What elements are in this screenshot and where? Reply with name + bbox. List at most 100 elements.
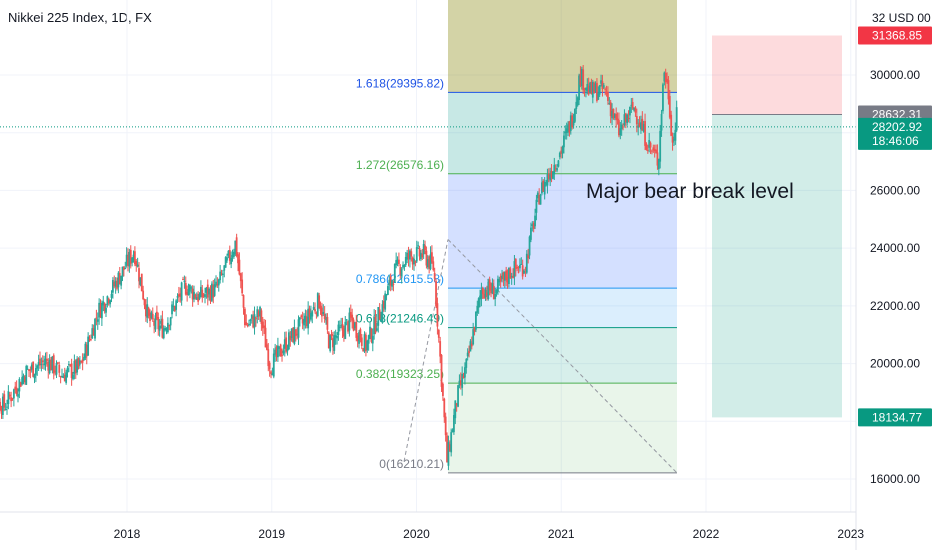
candle	[363, 334, 366, 352]
candle	[604, 88, 607, 90]
candle	[666, 78, 668, 83]
candle	[499, 275, 502, 282]
candle	[0, 401, 2, 411]
chart-title: Nikkei 225 Index, 1D, FX	[8, 10, 152, 25]
candle	[6, 406, 8, 408]
candle	[120, 275, 123, 286]
candle	[7, 391, 10, 405]
candle	[213, 284, 216, 296]
candle	[389, 276, 392, 286]
candle	[464, 367, 466, 378]
candle	[296, 333, 299, 335]
candle	[347, 321, 349, 332]
candle	[118, 273, 121, 285]
candle	[640, 122, 642, 130]
y-tick-label: 22000.00	[870, 299, 920, 313]
candle	[319, 305, 322, 311]
candle	[656, 152, 659, 166]
candle	[322, 312, 325, 314]
candle	[252, 316, 255, 328]
candle	[8, 394, 11, 397]
candle	[172, 305, 175, 308]
candle	[472, 329, 475, 345]
candle	[583, 88, 586, 90]
candle	[575, 101, 578, 109]
candle	[216, 283, 219, 286]
candle	[23, 376, 26, 383]
candle	[558, 152, 561, 158]
candle	[477, 298, 480, 308]
candle	[395, 260, 398, 266]
candle	[305, 316, 308, 327]
candle	[109, 300, 112, 305]
candle	[166, 322, 169, 333]
candle	[96, 319, 99, 322]
candle	[637, 125, 640, 128]
candle	[410, 251, 413, 257]
candle	[398, 259, 400, 264]
candle	[155, 311, 158, 319]
candle	[303, 319, 305, 326]
candle	[473, 327, 476, 332]
fib-band	[448, 92, 677, 174]
candle	[568, 121, 571, 133]
candle	[629, 106, 631, 116]
candle	[535, 199, 538, 213]
candle	[169, 317, 172, 326]
candle	[206, 284, 209, 298]
candle	[517, 271, 520, 273]
candle	[523, 270, 525, 274]
candle	[100, 302, 103, 319]
candle	[613, 114, 616, 118]
candle	[277, 345, 279, 358]
candle	[59, 376, 62, 378]
candle	[630, 104, 633, 107]
candle	[525, 253, 528, 273]
candle	[528, 236, 531, 256]
candle	[641, 118, 644, 131]
candle	[171, 304, 173, 315]
candle	[92, 328, 95, 336]
candle	[552, 172, 554, 179]
candle	[160, 320, 162, 324]
candle	[543, 181, 546, 195]
candle	[374, 316, 377, 333]
fib-level-label: 0.786(22615.58)	[356, 272, 444, 286]
candle	[151, 313, 154, 320]
candle	[411, 257, 414, 265]
candle	[190, 287, 193, 289]
price-badge-label: 28202.92	[872, 120, 922, 134]
candle	[198, 293, 201, 300]
candle	[246, 325, 249, 327]
candle	[11, 397, 14, 399]
x-tick-label: 2019	[258, 527, 285, 541]
candle	[648, 140, 651, 148]
candle	[81, 359, 84, 363]
candle	[111, 280, 114, 293]
candle	[39, 358, 41, 366]
candle	[646, 149, 649, 152]
candle	[142, 290, 145, 300]
candle	[359, 329, 362, 341]
candle	[371, 335, 374, 344]
candle	[358, 332, 360, 344]
candle	[541, 182, 543, 194]
candle	[179, 293, 182, 297]
candle	[54, 370, 57, 373]
candle	[0, 411, 3, 414]
candle	[67, 364, 70, 366]
candle	[173, 306, 176, 311]
candle	[259, 306, 261, 316]
candle	[184, 282, 187, 295]
candle	[28, 369, 30, 371]
candle	[132, 254, 135, 261]
candle	[657, 158, 660, 170]
candle	[479, 295, 481, 300]
candle	[114, 280, 117, 287]
candle	[384, 293, 387, 310]
candle	[598, 85, 601, 95]
candle	[32, 361, 35, 377]
candle	[279, 344, 282, 357]
candle	[239, 273, 242, 282]
